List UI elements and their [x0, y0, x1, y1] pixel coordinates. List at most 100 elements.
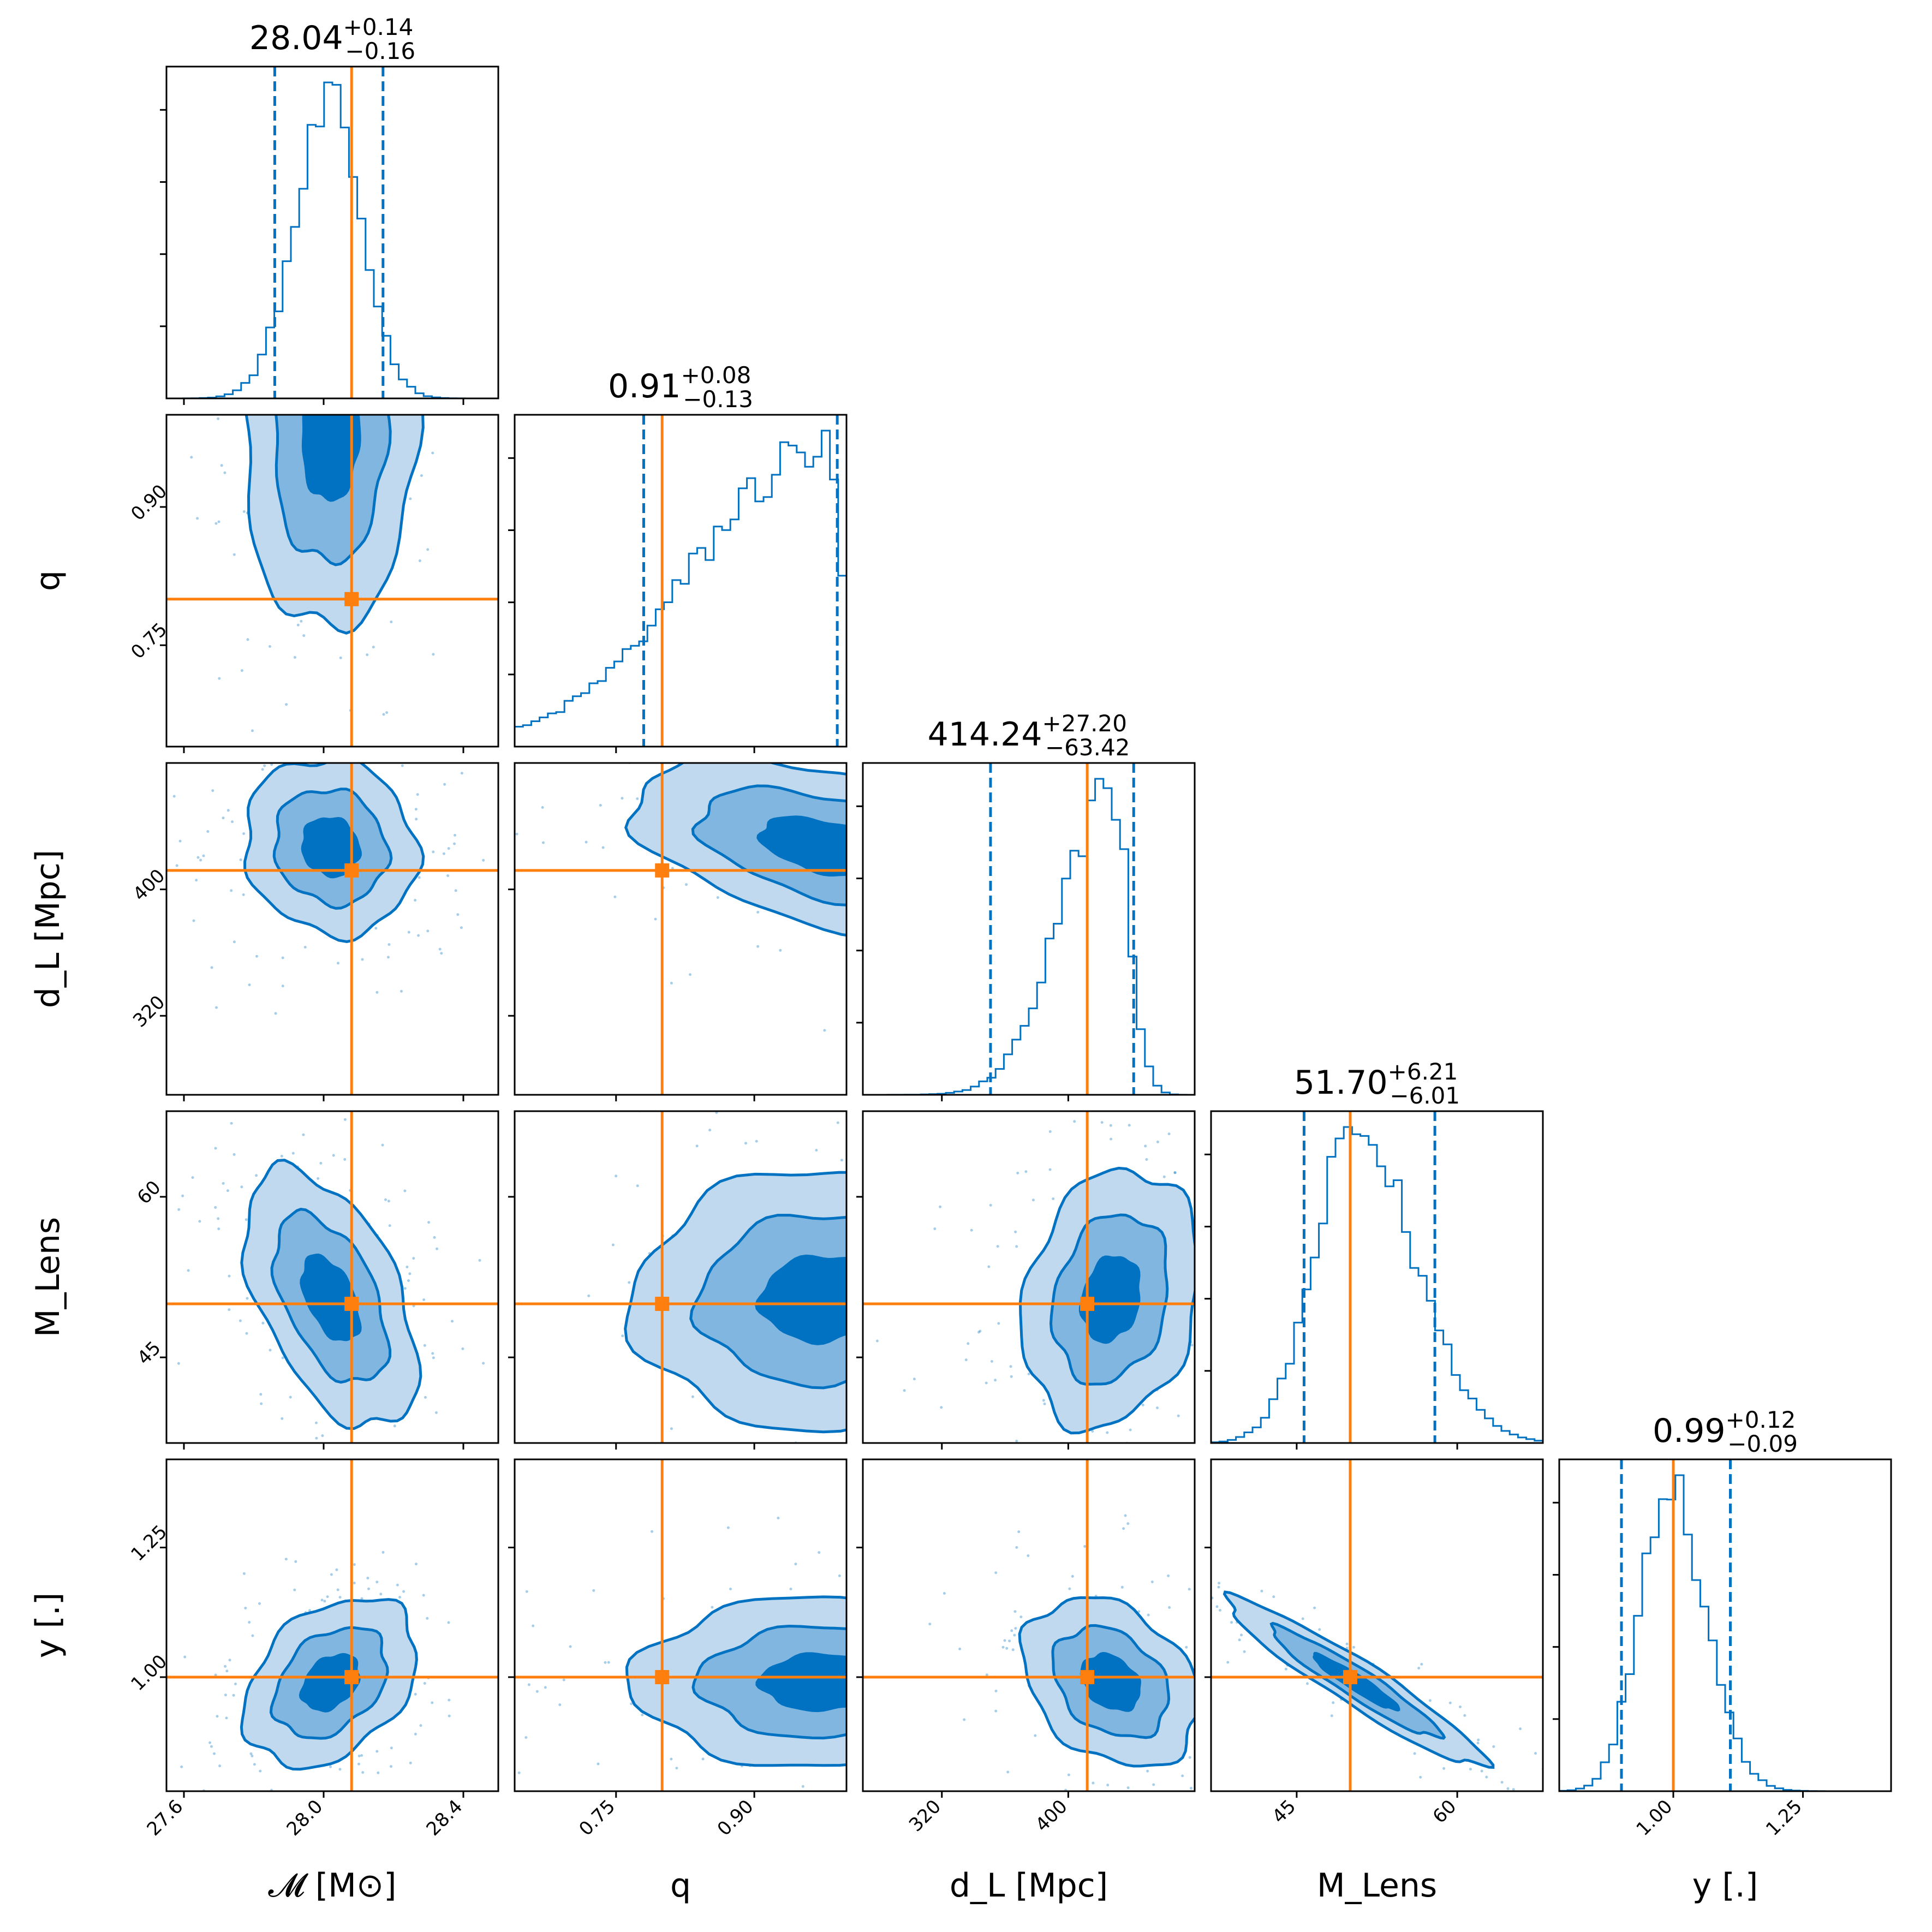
- axis-frame: [514, 1110, 848, 1444]
- panel-y-vs-q: [508, 1458, 848, 1798]
- xaxis-label-chirp_mass: 𝓜 [M⊙]: [268, 1867, 396, 1905]
- title-minus: −0.13: [683, 386, 753, 413]
- title-plus: +0.12: [1726, 1406, 1796, 1433]
- title-value: 0.99: [1653, 1412, 1726, 1450]
- xtick-label-y: 1.25: [1762, 1796, 1806, 1840]
- panel-y-vs-M_lens: [1204, 1458, 1544, 1798]
- ytick-label-y: 1.25: [127, 1521, 171, 1566]
- truth-marker: [655, 1670, 670, 1684]
- xtick-label-chirp_mass: 28.4: [422, 1796, 467, 1840]
- xaxis-label-q: q: [670, 1867, 691, 1905]
- axis-frame-y: [1558, 1458, 1892, 1792]
- title-plus: +0.14: [343, 14, 414, 40]
- xaxis-label-dL: d_L [Mpc]: [950, 1867, 1108, 1905]
- ytick-label-dL: 320: [129, 991, 169, 1031]
- diag-panel-chirp_mass: 28.04+0.14 −0.16: [160, 14, 499, 405]
- diag-panel-y: 0.99+0.12 −0.09: [1553, 1406, 1892, 1798]
- diag-panel-dL: 414.24+27.20 −63.42: [856, 710, 1196, 1101]
- corner-panels: 28.04+0.14 −0.16 0.91+0.08 −0.13 414.24+27.2…: [29, 14, 1892, 1905]
- panel-y-vs-dL: [856, 1458, 1196, 1798]
- histogram-dL: [863, 778, 1195, 1096]
- xtick-label-q: 0.90: [713, 1796, 758, 1840]
- yaxis-label-dL: d_L [Mpc]: [29, 850, 67, 1008]
- panel-y-vs-chirp_mass: [160, 1458, 499, 1798]
- axis-frame: [165, 1110, 499, 1444]
- axis-frame: [862, 1458, 1196, 1792]
- xaxis-label-M_lens: M_Lens: [1317, 1867, 1437, 1905]
- xtick-label-y: 1.00: [1632, 1796, 1677, 1840]
- axis-frame: [165, 1458, 499, 1792]
- yaxis-label-y: y [.]: [29, 1593, 67, 1658]
- title-value: 28.04: [249, 19, 343, 57]
- panel-M_lens-vs-chirp_mass: [160, 1110, 499, 1450]
- axis-frame: [165, 762, 499, 1096]
- title-plus: +6.21: [1388, 1058, 1458, 1085]
- title-minus: −0.16: [345, 38, 415, 64]
- axis-frame: [514, 1458, 848, 1792]
- panel-title-chirp_mass: 28.04+0.14 −0.16: [249, 14, 415, 64]
- ytick-label-M_lens: 45: [133, 1337, 165, 1369]
- xtick-label-M_lens: 60: [1429, 1796, 1461, 1828]
- truth-marker: [344, 1297, 359, 1311]
- truth-marker: [344, 863, 359, 878]
- xtick-label-chirp_mass: 28.0: [283, 1796, 327, 1840]
- panel-title-M_lens: 51.70+6.21 −6.01: [1294, 1058, 1460, 1109]
- ytick-label-dL: 400: [129, 865, 169, 905]
- ytick-label-q: 0.90: [127, 480, 171, 525]
- histogram-M_lens: [1210, 1126, 1543, 1444]
- axis-frame: [862, 1110, 1196, 1444]
- axis-frame: [165, 414, 499, 748]
- xtick-label-chirp_mass: 27.6: [143, 1796, 188, 1840]
- axis-frame: [1210, 1458, 1544, 1792]
- axis-frame: [514, 762, 848, 1096]
- axis-frame-dL: [862, 762, 1196, 1096]
- histogram-q: [514, 430, 846, 747]
- ytick-label-y: 1.00: [127, 1650, 171, 1695]
- title-plus: +0.08: [681, 362, 752, 389]
- xtick-label-dL: 400: [1031, 1796, 1072, 1836]
- axis-frame-chirp_mass: [165, 65, 499, 399]
- contour-level-3: [301, 415, 361, 502]
- diag-panel-M_lens: 51.70+6.21 −6.01: [1204, 1058, 1544, 1450]
- contour-level-3: [299, 1653, 361, 1713]
- yaxis-label-q: q: [29, 570, 67, 591]
- panel-title-dL: 414.24+27.20 −63.42: [928, 710, 1130, 761]
- xtick-label-dL: 320: [905, 1796, 945, 1836]
- title-value: 414.24: [928, 715, 1042, 754]
- xtick-label-M_lens: 45: [1268, 1796, 1300, 1828]
- yaxis-label-M_lens: M_Lens: [29, 1217, 67, 1337]
- title-plus: +27.20: [1042, 710, 1127, 737]
- truth-marker: [1080, 1670, 1095, 1684]
- contour-level-3: [300, 1253, 362, 1341]
- histogram-y: [1558, 1474, 1891, 1792]
- panel-M_lens-vs-dL: [856, 1110, 1196, 1450]
- panel-M_lens-vs-q: [508, 1110, 848, 1450]
- truth-marker: [1080, 1297, 1095, 1311]
- panel-dL-vs-chirp_mass: [160, 762, 499, 1101]
- diag-panel-q: 0.91+0.08 −0.13: [508, 362, 848, 753]
- truth-marker: [655, 1297, 670, 1311]
- histogram-chirp_mass: [166, 81, 498, 399]
- contour-level-3: [756, 815, 846, 877]
- ytick-label-M_lens: 60: [133, 1177, 165, 1209]
- panel-dL-vs-q: [508, 762, 848, 1101]
- truth-marker: [344, 1670, 359, 1684]
- panel-title-q: 0.91+0.08 −0.13: [608, 362, 753, 413]
- truth-marker: [344, 592, 359, 606]
- title-minus: −0.09: [1727, 1430, 1798, 1457]
- truth-marker: [1343, 1670, 1357, 1684]
- axis-frame-q: [514, 414, 848, 748]
- title-value: 51.70: [1294, 1064, 1388, 1102]
- xaxis-label-y: y [.]: [1692, 1867, 1758, 1905]
- axis-frame-M_lens: [1210, 1110, 1544, 1444]
- panel-q-vs-chirp_mass: [160, 414, 499, 753]
- ytick-label-q: 0.75: [127, 619, 171, 664]
- contour-level-3: [755, 1254, 846, 1345]
- truth-marker: [655, 863, 670, 878]
- panel-title-y: 0.99+0.12 −0.09: [1653, 1406, 1798, 1457]
- contour-level-3: [755, 1652, 846, 1713]
- title-minus: −63.42: [1045, 734, 1130, 761]
- xtick-label-q: 0.75: [575, 1796, 619, 1840]
- title-minus: −6.01: [1390, 1082, 1460, 1109]
